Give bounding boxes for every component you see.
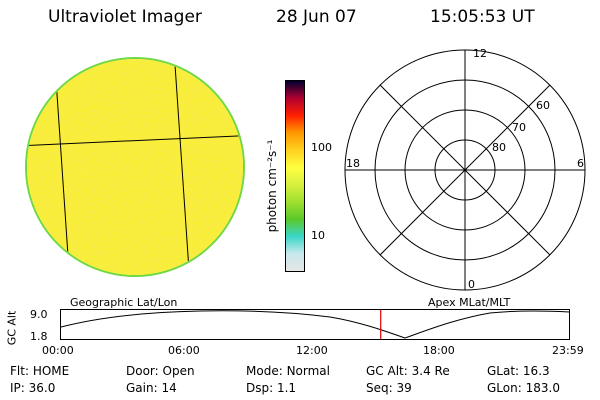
timeline-y-axis-label: GC Alt <box>5 310 19 346</box>
colorbar-tick-100: 100 <box>311 141 332 154</box>
info-mode: Mode: Normal <box>246 364 330 378</box>
info-gain: Gain: 14 <box>126 381 177 395</box>
mlt-label-6: 6 <box>577 157 584 170</box>
timeline-x-tick-1200: 12:00 <box>296 344 328 357</box>
lat-label-70: 70 <box>512 121 526 134</box>
mlt-label-12: 12 <box>473 47 487 60</box>
mlt-label-0: 0 <box>468 278 475 291</box>
altitude-timeline-plot <box>60 309 570 340</box>
info-glat: GLat: 16.3 <box>487 364 550 378</box>
info-seq: Seq: 39 <box>366 381 412 395</box>
uv-disk-image <box>25 57 245 277</box>
timeline-x-tick-1800: 18:00 <box>423 344 455 357</box>
instrument-title: Ultraviolet Imager <box>48 7 202 27</box>
observation-time: 15:05:53 UT <box>430 7 535 27</box>
timeline-x-tick-0600: 06:00 <box>168 344 200 357</box>
colorbar-unit-label: photon cm⁻²s⁻¹ <box>265 139 279 233</box>
info-gc-alt: GC Alt: 3.4 Re <box>366 364 450 378</box>
lat-label-60: 60 <box>536 99 550 112</box>
info-glon: GLon: 183.0 <box>487 381 560 395</box>
timeline-x-tick-0000: 00:00 <box>42 344 74 357</box>
colorbar-tick-10: 10 <box>311 229 325 242</box>
lat-label-80: 80 <box>492 141 506 154</box>
timeline-label-geographic: Geographic Lat/Lon <box>70 296 178 309</box>
info-flight: Flt: HOME <box>10 364 70 378</box>
info-dsp: Dsp: 1.1 <box>246 381 297 395</box>
timeline-label-apex: Apex MLat/MLT <box>428 296 511 309</box>
timeline-y-tick-min: 1.8 <box>30 330 48 343</box>
timeline-y-tick-max: 9.0 <box>30 308 48 321</box>
colorbar <box>285 80 305 272</box>
observation-date: 28 Jun 07 <box>276 7 357 27</box>
info-ip: IP: 36.0 <box>10 381 56 395</box>
timeline-x-tick-2359: 23:59 <box>552 344 584 357</box>
info-door: Door: Open <box>126 364 195 378</box>
mlt-label-18: 18 <box>346 157 360 170</box>
polar-mlt-grid <box>344 49 586 291</box>
